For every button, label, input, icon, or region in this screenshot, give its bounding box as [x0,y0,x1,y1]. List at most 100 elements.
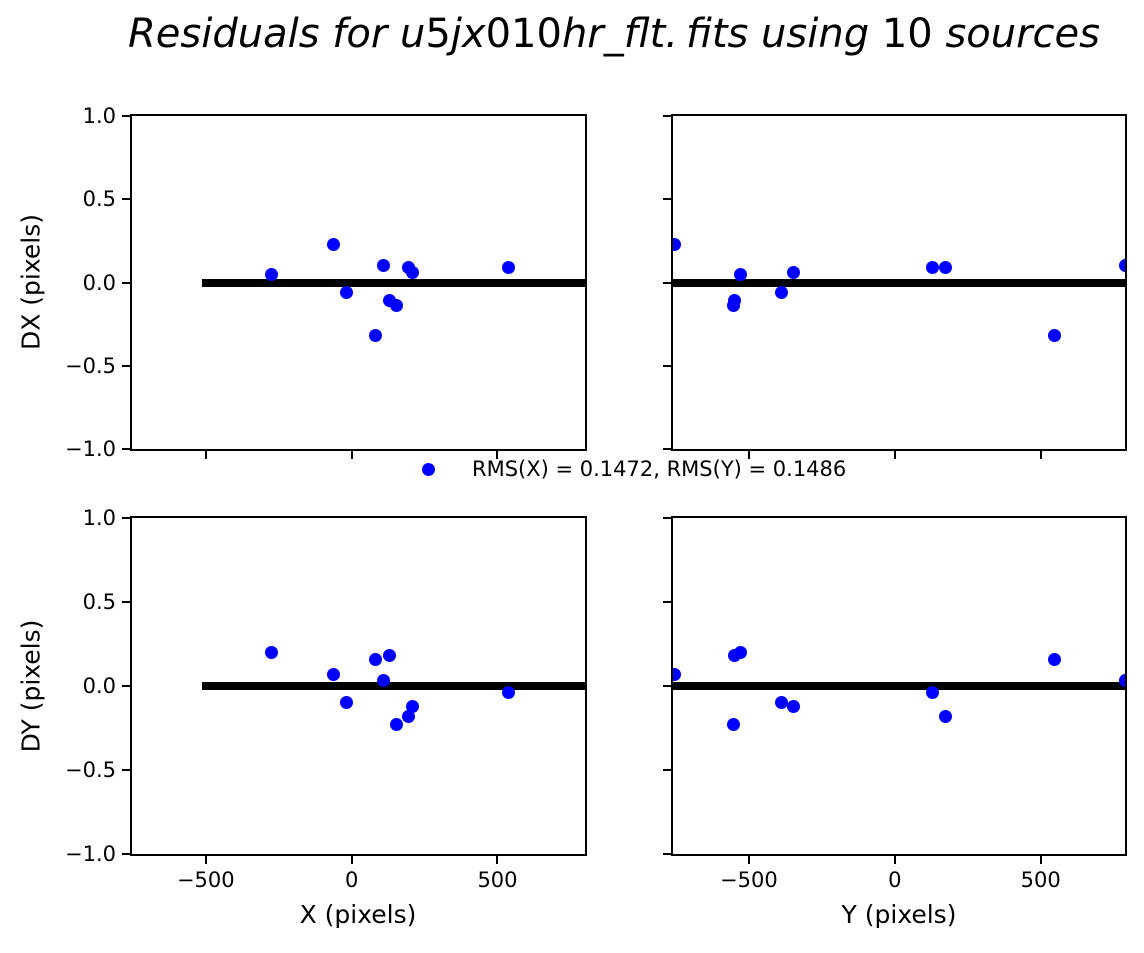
title-segment: 10 [881,11,933,57]
title-segment: sources [932,11,1100,57]
data-point [728,649,742,663]
y-tick-label: −0.5 [65,353,116,378]
data-point [405,266,419,279]
legend-label: RMS(X) = 0.1472, RMS(Y) = 0.1486 [472,457,847,481]
y-axis-label-dx: DX (pixels) [16,213,46,351]
data-point [326,237,340,251]
data-point [787,266,801,279]
y-tick [122,198,130,201]
x-tick [1039,856,1042,864]
legend: RMS(X) = 0.1472, RMS(Y) = 0.1486 [422,456,846,482]
data-point [673,237,681,251]
zero-line [673,278,1125,287]
y-tick-label: 1.0 [82,506,116,530]
x-tick [496,856,499,864]
zero-line [202,682,585,690]
data-point [376,259,390,273]
y-tick [663,853,671,855]
data-point [726,299,740,313]
data-point [1118,674,1125,688]
panel-dy-vs-y [671,516,1127,856]
y-tick [663,517,671,519]
x-tick [350,451,353,459]
x-tick-label: 500 [477,868,518,892]
x-tick [496,451,499,459]
x-tick [204,856,207,864]
legend-marker-icon [422,462,435,476]
data-point [383,649,397,663]
data-point [264,267,278,281]
y-tick [122,364,130,367]
data-point [326,667,340,681]
x-tick [893,451,896,459]
x-tick [747,856,750,864]
y-tick-label: −0.5 [65,758,116,782]
data-point [925,261,939,274]
title-segment: jx [450,11,486,57]
y-tick [663,601,671,603]
zero-line [202,278,585,287]
data-point [734,267,748,281]
x-tick-label: −500 [176,868,235,892]
data-point [673,667,681,681]
panel-dx-vs-x [130,114,587,451]
data-point [774,285,788,299]
y-tick [122,853,130,855]
title-segment: 010 [485,11,562,57]
data-point [774,696,788,710]
data-point [389,299,403,313]
y-tick-label: 0.0 [82,270,116,295]
data-point [726,718,740,732]
y-tick [663,364,671,367]
title-segment: Residuals for u [128,11,426,57]
data-point [402,709,416,723]
x-tick [893,856,896,864]
data-point [1047,329,1061,343]
figure-title: Residuals for u5jx010hr_flt. fits using … [128,12,1100,56]
y-tick-label: 1.0 [82,104,116,128]
data-point [787,699,801,713]
data-point [264,645,278,659]
zero-line [673,682,1125,690]
x-axis-label-y: Y (pixels) [841,900,957,929]
y-tick [122,448,130,450]
data-point [502,686,516,700]
y-tick [663,281,671,284]
x-tick [747,451,750,459]
y-tick [663,115,671,117]
x-tick-label: −500 [720,868,778,892]
data-point [925,686,939,700]
title-segment: hr_flt. fits using [561,11,882,57]
y-tick [663,685,671,687]
title-segment: 5 [425,11,451,57]
y-tick-label: −1.0 [65,437,116,461]
y-tick [122,517,130,519]
y-tick [122,769,130,771]
data-point [340,285,354,299]
y-tick [663,448,671,450]
data-point [369,329,383,343]
y-axis-label-dy: DY (pixels) [16,619,46,753]
x-tick-label: 0 [888,868,902,892]
x-tick [350,856,353,864]
x-tick [204,451,207,459]
x-tick-label: 500 [1020,868,1061,892]
data-point [502,261,516,274]
data-point [1047,652,1061,666]
y-tick [122,281,130,284]
y-tick [122,601,130,603]
data-point [376,674,390,688]
data-point [369,652,383,666]
data-point [1118,259,1125,273]
panel-dy-vs-x [130,516,587,856]
data-point [939,261,953,274]
y-tick-label: 0.0 [82,674,116,698]
data-point [405,699,419,713]
y-tick-label: −1.0 [65,842,116,866]
data-point [939,709,953,723]
y-tick [122,115,130,117]
y-tick-label: 0.5 [82,590,116,614]
y-tick [663,198,671,201]
data-point [340,696,354,710]
